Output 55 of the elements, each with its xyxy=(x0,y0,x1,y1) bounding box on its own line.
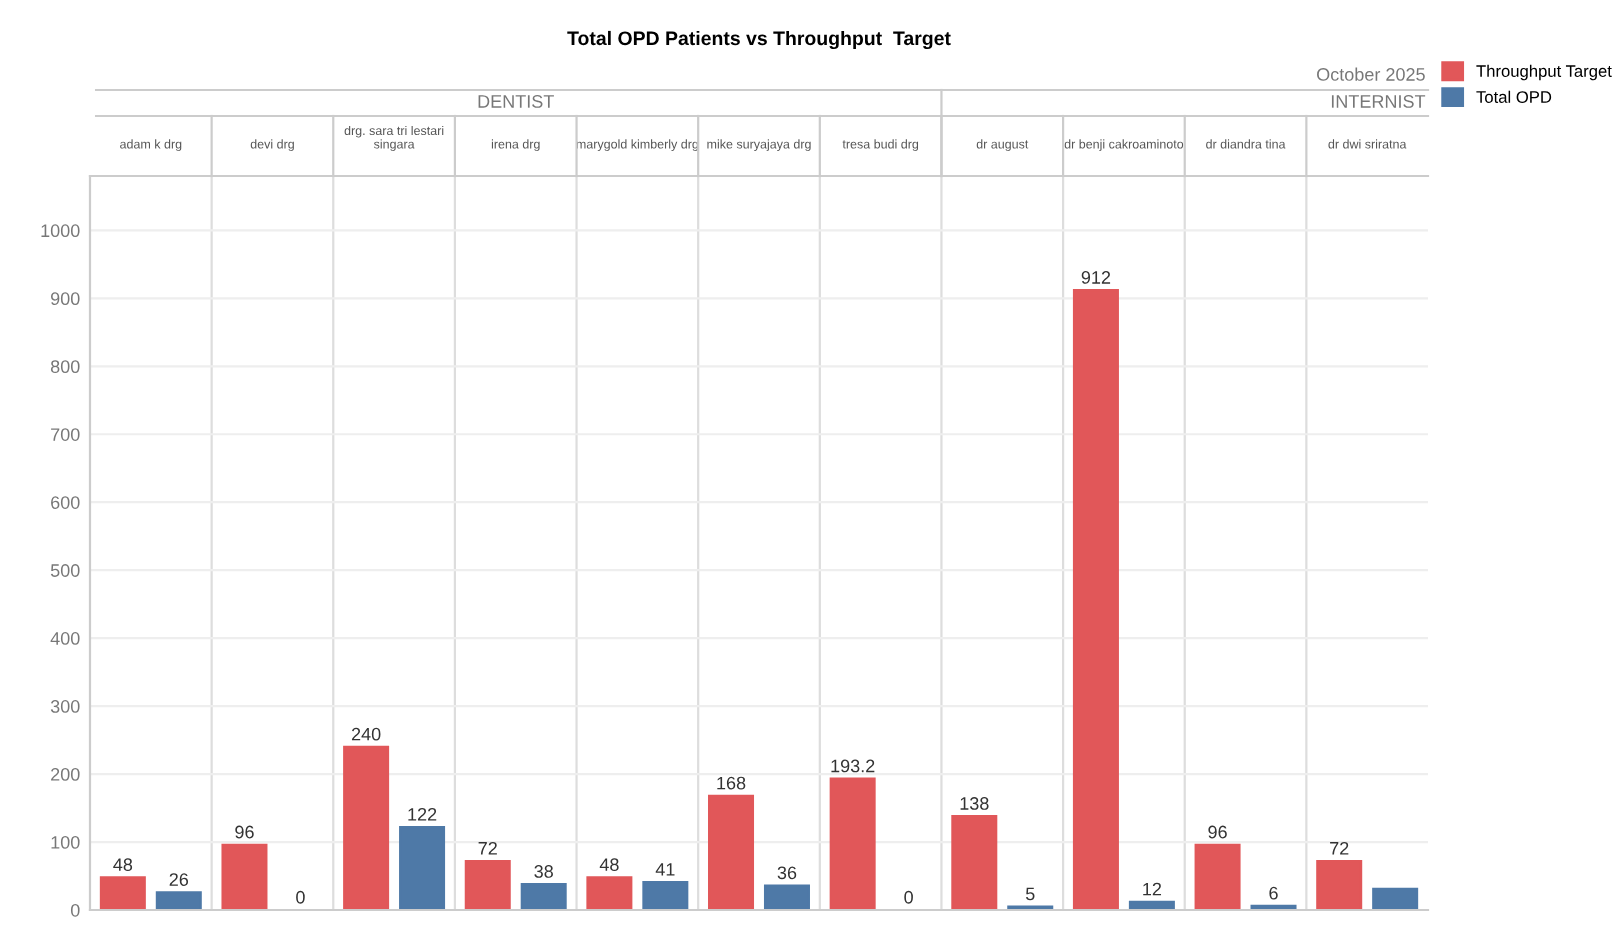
data-label: 138 xyxy=(960,797,989,810)
y-tick-label: 800 xyxy=(50,360,80,374)
data-label: 168 xyxy=(717,776,746,790)
text: October 2025 xyxy=(1317,67,1425,81)
bar xyxy=(1372,887,1419,910)
data-label: 41 xyxy=(655,863,675,876)
data-label: 6 xyxy=(1269,886,1278,900)
data-label: 12 xyxy=(1143,882,1162,896)
data-label: 240 xyxy=(351,727,381,741)
data-label: 48 xyxy=(113,858,133,872)
bar xyxy=(708,794,755,910)
bar xyxy=(829,777,876,910)
y-tick-label: 900 xyxy=(51,292,80,306)
legend-label: Throughput Target xyxy=(1476,64,1612,81)
data-label: 0 xyxy=(296,890,305,904)
data-label: 122 xyxy=(408,807,437,821)
text: INTERNIST xyxy=(1331,95,1426,108)
data-label: 5 xyxy=(1025,887,1035,901)
bar xyxy=(520,883,567,910)
text: DENTIST xyxy=(478,95,554,108)
y-tick-label: 1000 xyxy=(41,224,80,238)
y-tick-label: 700 xyxy=(51,428,80,441)
bar xyxy=(155,891,202,910)
y-tick-label: 0 xyxy=(70,903,80,917)
bar xyxy=(399,825,446,910)
y-tick-label: 100 xyxy=(51,835,80,849)
y-tick-label: 300 xyxy=(50,700,80,713)
bar xyxy=(1072,289,1119,910)
data-label: 26 xyxy=(169,873,189,886)
legend-label: Total OPD xyxy=(1476,90,1552,103)
bar xyxy=(951,815,998,910)
data-label: 72 xyxy=(478,841,497,855)
y-tick-label: 200 xyxy=(51,768,80,781)
data-label: 193.2 xyxy=(831,759,875,773)
y-tick-label: 600 xyxy=(51,496,80,509)
bar xyxy=(464,859,511,910)
data-label: 96 xyxy=(235,825,254,839)
data-label: 36 xyxy=(777,866,797,880)
bar xyxy=(763,884,810,910)
chart-title: Total OPD Patients vs Throughput Target xyxy=(567,30,951,50)
bar xyxy=(99,876,146,910)
bar xyxy=(642,881,689,910)
data-label: 38 xyxy=(534,865,553,878)
data-label: 912 xyxy=(1081,271,1111,284)
data-label: 96 xyxy=(1208,825,1227,839)
bar xyxy=(343,745,390,910)
data-label: 48 xyxy=(599,858,619,872)
bar xyxy=(221,843,268,910)
data-label: 0 xyxy=(904,890,913,904)
y-tick-label: 500 xyxy=(50,564,80,577)
bar xyxy=(586,876,633,910)
y-tick-label: 400 xyxy=(50,632,80,645)
data-label: 72 xyxy=(1330,841,1349,855)
bar xyxy=(1316,859,1363,910)
bar xyxy=(1194,843,1241,910)
